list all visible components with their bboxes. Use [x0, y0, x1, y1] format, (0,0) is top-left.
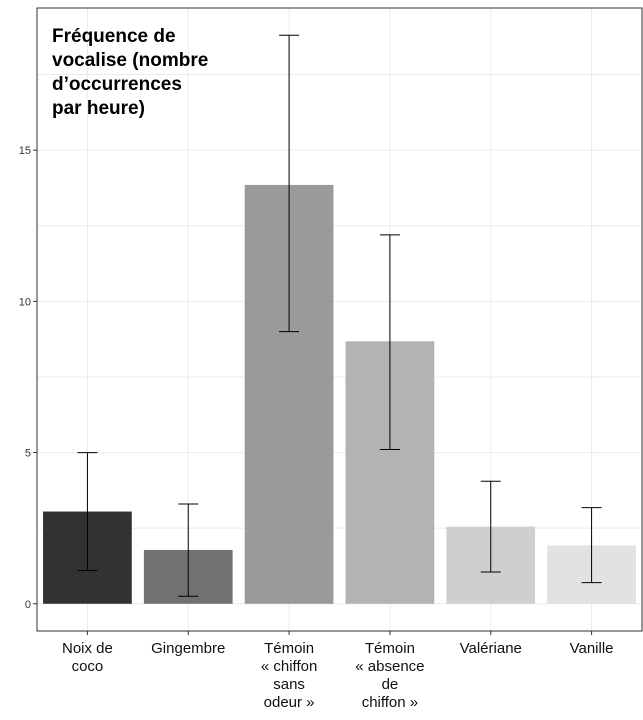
y-axis: 0 5 10 15 [19, 145, 37, 611]
plot-frame [36, 7, 643, 632]
y-tick-label: 0 [25, 599, 31, 611]
x-tick-label-line: « chiffon [261, 658, 317, 675]
error-bars [77, 34, 602, 597]
x-tick-label-line: Noix de [62, 640, 113, 657]
y-tick-label: 5 [25, 448, 31, 460]
x-tick-label-line: Vanille [570, 640, 614, 657]
y-tick-label: 10 [19, 296, 31, 308]
x-tick-label-line: Témoin [264, 640, 314, 657]
chart-title-line: par heure) [52, 98, 145, 119]
x-tick-label-line: sans [273, 676, 305, 693]
x-tick-label: Témoin « chiffon sans odeur » [261, 640, 317, 711]
chart-title-line: d’occurrences [52, 74, 182, 95]
x-tick-label: Vanille [570, 640, 614, 657]
y-tick-label: 15 [19, 145, 31, 157]
x-tick-label-line: Témoin [365, 640, 415, 657]
chart-title: Fréquence de vocalise (nombre d’occurrence… [52, 26, 208, 119]
x-tick-label-line: « absence [355, 658, 424, 675]
bars [43, 184, 636, 604]
x-tick-label-line: de [382, 676, 399, 693]
x-tick-label: Témoin « absence de chiffon » [355, 640, 424, 711]
x-tick-label: Noix de coco [62, 640, 113, 675]
x-tick-label: Gingembre [151, 640, 225, 657]
x-tick-label-line: Gingembre [151, 640, 225, 657]
x-tick-label-line: Valériane [460, 640, 522, 657]
chart-title-line: vocalise (nombre [52, 50, 208, 71]
x-tick-label: Valériane [460, 640, 522, 657]
chart-title-line: Fréquence de [52, 26, 176, 47]
x-tick-label-line: chiffon » [362, 694, 418, 711]
x-tick-label-line: odeur » [264, 694, 315, 711]
x-tick-label-line: coco [72, 658, 104, 675]
